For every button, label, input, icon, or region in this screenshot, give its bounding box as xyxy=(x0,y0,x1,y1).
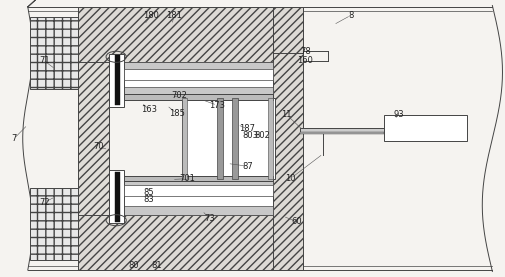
Text: 160: 160 xyxy=(297,57,314,65)
Bar xyxy=(78,7,109,270)
Bar xyxy=(78,215,300,270)
Bar xyxy=(78,7,300,62)
Bar xyxy=(273,7,303,53)
Text: 73: 73 xyxy=(204,214,215,223)
Text: 185: 185 xyxy=(169,109,185,118)
Bar xyxy=(30,188,78,260)
Bar xyxy=(109,176,273,181)
Text: 71: 71 xyxy=(39,57,50,65)
Bar xyxy=(268,98,273,179)
Text: 80: 80 xyxy=(128,261,139,270)
Text: 78: 78 xyxy=(300,47,311,56)
Text: 802: 802 xyxy=(255,131,271,140)
Bar xyxy=(109,181,273,190)
Text: 181: 181 xyxy=(166,11,182,20)
Text: 7: 7 xyxy=(12,134,17,143)
Text: 173: 173 xyxy=(209,101,225,110)
Bar xyxy=(115,55,120,105)
Bar xyxy=(273,7,303,270)
Text: 81: 81 xyxy=(151,261,162,270)
Bar xyxy=(124,69,273,80)
Bar xyxy=(182,98,275,179)
Text: 72: 72 xyxy=(39,198,50,207)
Bar xyxy=(109,54,124,107)
Text: 701: 701 xyxy=(179,174,195,183)
Text: 187: 187 xyxy=(239,124,256,133)
Bar xyxy=(115,172,120,222)
Bar xyxy=(109,170,124,223)
Bar xyxy=(109,87,273,96)
Text: 180: 180 xyxy=(143,11,160,20)
Bar xyxy=(109,62,273,71)
Text: 8: 8 xyxy=(348,11,354,20)
Bar xyxy=(30,17,78,89)
Bar xyxy=(300,128,384,133)
Text: 60: 60 xyxy=(291,217,302,226)
Bar xyxy=(109,181,273,215)
Text: 163: 163 xyxy=(141,105,157,114)
Text: 702: 702 xyxy=(171,91,187,100)
Bar xyxy=(109,94,273,100)
Text: 87: 87 xyxy=(242,162,253,171)
Bar xyxy=(109,62,273,96)
Text: 70: 70 xyxy=(93,142,104,151)
Bar xyxy=(182,98,187,179)
Bar xyxy=(124,185,273,196)
Bar xyxy=(109,206,273,215)
Text: 85: 85 xyxy=(143,188,155,197)
Bar xyxy=(300,132,384,134)
Bar xyxy=(217,98,223,179)
Text: 10: 10 xyxy=(285,174,295,183)
Text: 11: 11 xyxy=(282,111,292,119)
Bar xyxy=(384,115,467,141)
Text: 83: 83 xyxy=(143,195,155,204)
Text: 93: 93 xyxy=(393,111,405,119)
Text: 803: 803 xyxy=(242,131,258,140)
Bar xyxy=(232,98,238,179)
